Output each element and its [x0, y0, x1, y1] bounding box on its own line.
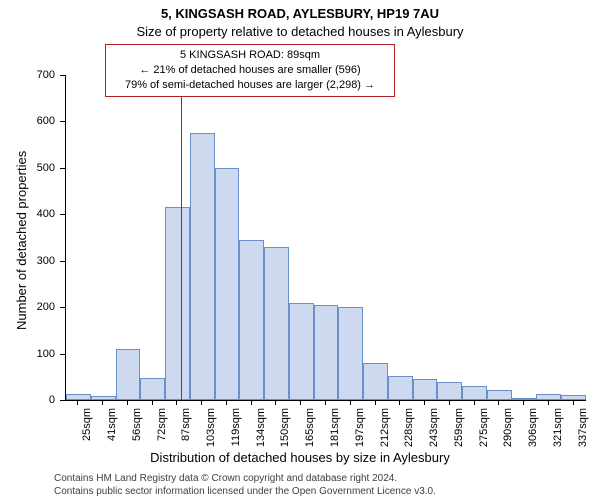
x-tick-label: 290sqm: [502, 408, 514, 450]
y-tick-label: 600: [25, 115, 55, 127]
y-tick-mark: [60, 214, 65, 215]
x-tick-mark: [375, 400, 376, 405]
bar: [437, 382, 462, 400]
footer-attribution: Contains HM Land Registry data © Crown c…: [54, 472, 436, 498]
y-tick-label: 700: [25, 69, 55, 81]
x-tick-label: 87sqm: [180, 408, 192, 450]
bar: [388, 376, 413, 400]
bar: [264, 247, 289, 400]
x-tick-label: 212sqm: [379, 408, 391, 450]
x-tick-mark: [102, 400, 103, 405]
bar: [314, 305, 339, 400]
bar: [413, 379, 438, 400]
bar: [140, 378, 165, 400]
x-tick-mark: [201, 400, 202, 405]
x-tick-label: 275sqm: [478, 408, 490, 450]
x-tick-mark: [424, 400, 425, 405]
y-tick-mark: [60, 168, 65, 169]
bar: [289, 303, 314, 401]
y-tick-mark: [60, 261, 65, 262]
chart-container: { "title": "5, KINGSASH ROAD, AYLESBURY,…: [0, 0, 600, 500]
x-tick-label: 119sqm: [230, 408, 242, 450]
x-tick-mark: [474, 400, 475, 405]
x-tick-mark: [573, 400, 574, 405]
y-tick-label: 500: [25, 162, 55, 174]
annotation-box: 5 KINGSASH ROAD: 89sqm ← 21% of detached…: [105, 44, 395, 97]
bar: [462, 386, 487, 400]
y-tick-mark: [60, 121, 65, 122]
x-tick-label: 306sqm: [527, 408, 539, 450]
chart-title: 5, KINGSASH ROAD, AYLESBURY, HP19 7AU: [0, 6, 600, 21]
x-tick-label: 134sqm: [255, 408, 267, 450]
footer-line-1: Contains HM Land Registry data © Crown c…: [54, 472, 436, 485]
y-tick-label: 0: [25, 394, 55, 406]
x-tick-label: 41sqm: [106, 408, 118, 450]
y-tick-mark: [60, 307, 65, 308]
x-tick-mark: [176, 400, 177, 405]
x-tick-label: 165sqm: [304, 408, 316, 450]
y-tick-label: 300: [25, 255, 55, 267]
bar: [190, 133, 215, 400]
y-tick-label: 200: [25, 301, 55, 313]
x-tick-mark: [226, 400, 227, 405]
annotation-line-1: 5 KINGSASH ROAD: 89sqm: [112, 48, 388, 63]
bar: [116, 349, 141, 400]
x-tick-mark: [498, 400, 499, 405]
x-tick-label: 337sqm: [577, 408, 589, 450]
y-tick-mark: [60, 75, 65, 76]
x-tick-label: 321sqm: [552, 408, 564, 450]
bar: [66, 394, 91, 400]
x-tick-mark: [275, 400, 276, 405]
x-tick-label: 228sqm: [403, 408, 415, 450]
bar: [487, 390, 512, 400]
x-tick-mark: [251, 400, 252, 405]
bar: [165, 207, 190, 400]
y-tick-mark: [60, 400, 65, 401]
x-tick-label: 197sqm: [354, 408, 366, 450]
x-tick-mark: [399, 400, 400, 405]
property-size-marker-line: [181, 75, 182, 400]
x-tick-label: 103sqm: [205, 408, 217, 450]
x-tick-mark: [350, 400, 351, 405]
bar: [561, 395, 586, 400]
bar: [363, 363, 388, 400]
x-tick-label: 56sqm: [131, 408, 143, 450]
plot-area: [65, 75, 586, 401]
y-tick-mark: [60, 354, 65, 355]
footer-line-2: Contains public sector information licen…: [54, 485, 436, 498]
x-tick-label: 72sqm: [156, 408, 168, 450]
x-tick-mark: [127, 400, 128, 405]
x-tick-mark: [523, 400, 524, 405]
bar: [536, 394, 561, 400]
x-tick-mark: [449, 400, 450, 405]
x-axis-label: Distribution of detached houses by size …: [0, 450, 600, 465]
x-tick-label: 25sqm: [81, 408, 93, 450]
y-tick-label: 400: [25, 208, 55, 220]
x-tick-mark: [548, 400, 549, 405]
x-tick-label: 181sqm: [329, 408, 341, 450]
x-tick-label: 259sqm: [453, 408, 465, 450]
annotation-line-3: 79% of semi-detached houses are larger (…: [112, 78, 388, 93]
bar: [215, 168, 240, 400]
x-tick-mark: [325, 400, 326, 405]
y-tick-label: 100: [25, 348, 55, 360]
annotation-line-2: ← 21% of detached houses are smaller (59…: [112, 63, 388, 78]
x-tick-mark: [77, 400, 78, 405]
bar: [239, 240, 264, 400]
bar: [338, 307, 363, 400]
x-tick-mark: [152, 400, 153, 405]
x-tick-label: 150sqm: [279, 408, 291, 450]
x-tick-label: 243sqm: [428, 408, 440, 450]
chart-subtitle: Size of property relative to detached ho…: [0, 24, 600, 39]
x-tick-mark: [300, 400, 301, 405]
